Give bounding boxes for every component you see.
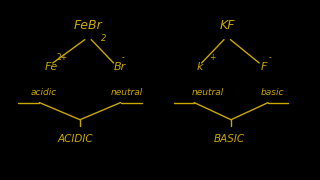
Text: acidic: acidic xyxy=(30,88,57,97)
Text: basic: basic xyxy=(261,88,284,97)
Text: neutral: neutral xyxy=(192,88,224,97)
Text: BASIC: BASIC xyxy=(213,134,244,144)
Text: neutral: neutral xyxy=(110,88,143,97)
Text: 2+: 2+ xyxy=(57,53,68,62)
Text: Fe: Fe xyxy=(45,62,58,72)
Text: k: k xyxy=(197,62,203,72)
Text: FeBr: FeBr xyxy=(74,19,102,32)
Text: KF: KF xyxy=(220,19,235,32)
Text: ACIDIC: ACIDIC xyxy=(57,134,93,144)
Text: F: F xyxy=(261,62,267,72)
Text: 2: 2 xyxy=(101,34,106,43)
Text: Br: Br xyxy=(114,62,126,72)
Text: +: + xyxy=(209,53,215,62)
Text: -: - xyxy=(122,53,124,62)
Text: -: - xyxy=(269,53,272,62)
